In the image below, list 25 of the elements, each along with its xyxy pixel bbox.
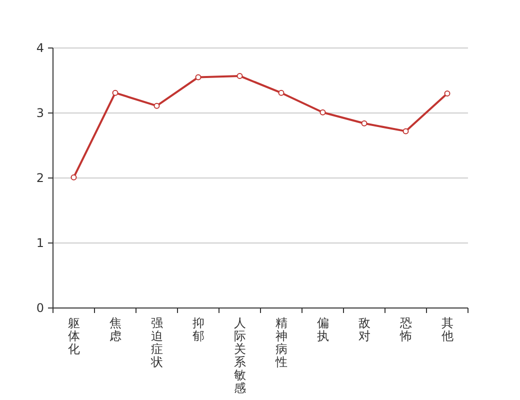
x-tick-label: 躯体化 bbox=[68, 316, 80, 356]
x-tick-label: 人际关系敏感 bbox=[234, 316, 246, 395]
y-tick-label: 1 bbox=[36, 236, 44, 250]
x-tick-label: 其他 bbox=[441, 316, 454, 343]
point bbox=[444, 90, 450, 96]
point bbox=[154, 102, 160, 109]
y-tick-label: 2 bbox=[36, 171, 44, 186]
x-tick-label: 恐怖 bbox=[398, 316, 412, 343]
point bbox=[112, 90, 118, 96]
point bbox=[195, 74, 202, 80]
y-tick-label: 4 bbox=[36, 41, 44, 56]
point bbox=[402, 128, 409, 134]
point bbox=[236, 72, 243, 79]
point bbox=[320, 109, 326, 116]
x-tick-label: 抑郁 bbox=[192, 316, 204, 343]
x-tick-label: 敌对 bbox=[358, 316, 370, 343]
x-tick-label: 焦虑 bbox=[109, 316, 122, 343]
y-tick-label: 3 bbox=[36, 106, 44, 120]
x-tick-label: 偏执 bbox=[316, 316, 329, 343]
x-tick-label: 强迫症状 bbox=[150, 316, 163, 369]
y-tick-label: 0 bbox=[36, 301, 44, 316]
point bbox=[278, 90, 284, 96]
x-tick-label: 精神病性 bbox=[274, 316, 288, 369]
point bbox=[361, 120, 368, 126]
point bbox=[70, 174, 77, 180]
